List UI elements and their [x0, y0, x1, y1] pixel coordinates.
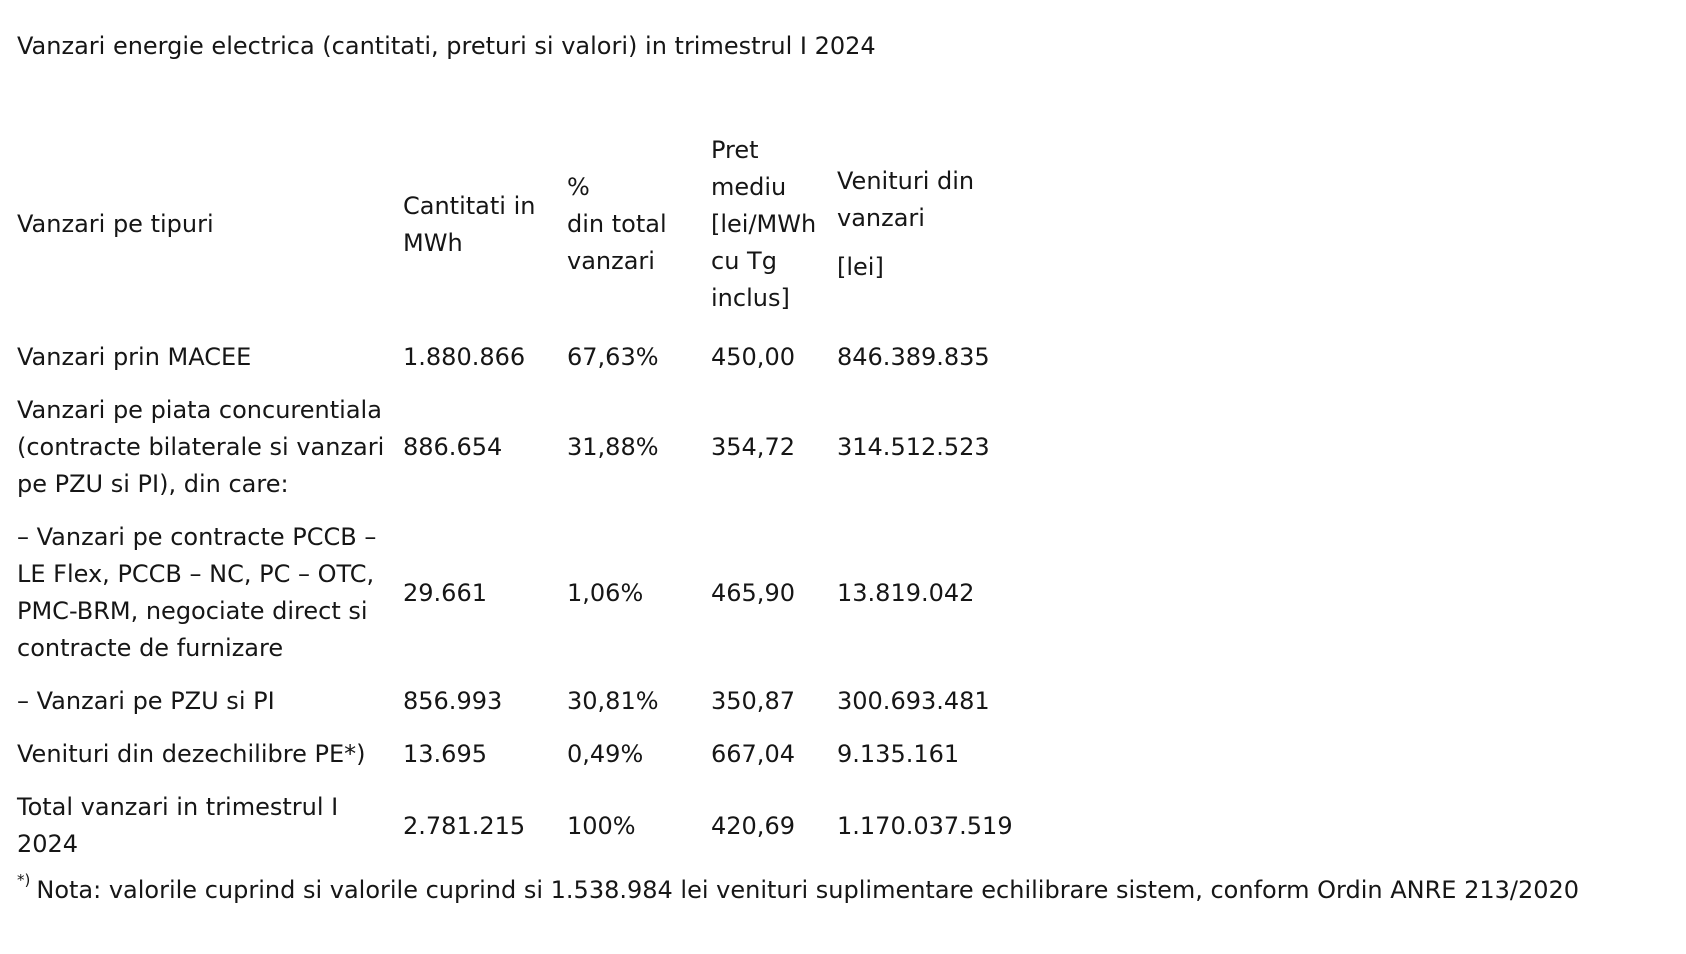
cell-type-line: Vanzari prin MACEE [17, 343, 252, 371]
header-price-line: inclus] [711, 284, 790, 312]
cell-type-line: LE Flex, PCCB – NC, PC – OTC, [17, 560, 375, 588]
cell-quantity: 13.695 [403, 740, 487, 768]
cell-percent: 0,49% [567, 740, 644, 768]
cell-revenue: 1.170.037.519 [837, 811, 1013, 840]
cell-type-line: contracte de furnizare [17, 634, 284, 662]
cell-quantity: 886.654 [403, 433, 503, 461]
cell-type-line: pe PZU si PI), din care: [17, 470, 289, 498]
cell-percent: 1,06% [567, 578, 644, 607]
cell-type: – Vanzari pe contracte PCCB – LE Flex, PC… [17, 511, 403, 675]
table-row: – Vanzari pe PZU si PI 856.993 30,81% 350,8… [17, 675, 1037, 728]
cell-price: 350,87 [711, 687, 795, 715]
cell-quantity: 29.661 [403, 578, 487, 607]
footnote: *) Nota: valorile cuprind si valorile cup… [17, 868, 1579, 906]
cell-quantity: 856.993 [403, 687, 503, 715]
cell-type-line: PMC-BRM, negociate direct si [17, 597, 368, 625]
cell-revenue: 13.819.042 [837, 578, 975, 607]
header-price: Pret mediu [lei/MWh cu Tg inclus] [711, 132, 837, 331]
header-percent-line: vanzari [567, 247, 655, 275]
cell-revenue: 300.693.481 [837, 687, 990, 715]
cell-price: 420,69 [711, 811, 795, 840]
cell-price: 354,72 [711, 433, 795, 461]
cell-type-line: Venituri din dezechilibre PE*) [17, 740, 366, 768]
header-revenue-line: [lei] [837, 253, 884, 281]
header-price-line: Pret [711, 136, 759, 164]
header-revenue-spacer [837, 237, 1037, 249]
cell-type: – Vanzari pe PZU si PI [17, 675, 403, 728]
header-type: Vanzari pe tipuri [17, 132, 403, 331]
header-price-line: [lei/MWh [711, 210, 817, 238]
cell-type-line: Vanzari pe piata concurentiala [17, 396, 382, 424]
table-row: Vanzari pe piata concurentiala (contracte… [17, 384, 1037, 511]
header-percent-line: % [567, 173, 590, 201]
cell-type-line: – Vanzari pe contracte PCCB – [17, 523, 377, 551]
header-percent: % din total vanzari [567, 132, 711, 331]
header-revenue-line: vanzari [837, 204, 925, 232]
cell-type-line: (contracte bilaterale si vanzari [17, 433, 385, 461]
cell-type: Vanzari prin MACEE [17, 331, 403, 384]
cell-type: Vanzari pe piata concurentiala (contracte… [17, 384, 403, 511]
sales-table: Vanzari pe tipuri Cantitati in MWh % din… [17, 132, 1037, 871]
header-quantity-line: Cantitati in [403, 191, 536, 220]
cell-revenue: 9.135.161 [837, 740, 960, 768]
cell-percent: 67,63% [567, 343, 659, 371]
cell-quantity: 1.880.866 [403, 343, 526, 371]
cell-percent: 30,81% [567, 687, 659, 715]
cell-percent: 100% [567, 811, 636, 840]
cell-percent: 31,88% [567, 433, 659, 461]
footnote-text: Nota: valorile cuprind si valorile cupri… [36, 876, 1580, 904]
cell-price: 667,04 [711, 740, 795, 768]
header-revenue: Venituri din vanzari [lei] [837, 132, 1037, 331]
cell-type: Total vanzari in trimestrul I 2024 [17, 781, 403, 871]
cell-price: 450,00 [711, 343, 795, 371]
cell-revenue: 846.389.835 [837, 343, 990, 371]
cell-price: 465,90 [711, 578, 795, 607]
cell-revenue: 314.512.523 [837, 433, 990, 461]
table-row: Total vanzari in trimestrul I 2024 2.781.2… [17, 781, 1037, 871]
table-row: Venituri din dezechilibre PE*) 13.695 0,49… [17, 728, 1037, 781]
cell-type-line: Total vanzari in trimestrul I [17, 793, 339, 821]
cell-quantity: 2.781.215 [403, 811, 526, 840]
document-title: Vanzari energie electrica (cantitati, pr… [17, 32, 876, 60]
table-row: – Vanzari pe contracte PCCB – LE Flex, PC… [17, 511, 1037, 675]
header-price-line: mediu [711, 173, 787, 201]
footnote-marker: *) [17, 871, 31, 889]
table-header-row: Vanzari pe tipuri Cantitati in MWh % din… [17, 132, 1037, 331]
header-quantity: Cantitati in MWh [403, 132, 567, 331]
header-percent-line: din total [567, 210, 667, 238]
cell-type: Venituri din dezechilibre PE*) [17, 728, 403, 781]
header-quantity-line: MWh [403, 228, 463, 257]
table-body: Vanzari prin MACEE 1.880.866 67,63% 450,00 8… [17, 331, 1037, 871]
header-revenue-line: Venituri din [837, 167, 975, 195]
header-price-line: cu Tg [711, 247, 777, 275]
table-row: Vanzari prin MACEE 1.880.866 67,63% 450,00 8… [17, 331, 1037, 384]
header-type-label: Vanzari pe tipuri [17, 210, 214, 238]
cell-type-line: 2024 [17, 830, 79, 858]
cell-type-line: – Vanzari pe PZU si PI [17, 687, 275, 715]
